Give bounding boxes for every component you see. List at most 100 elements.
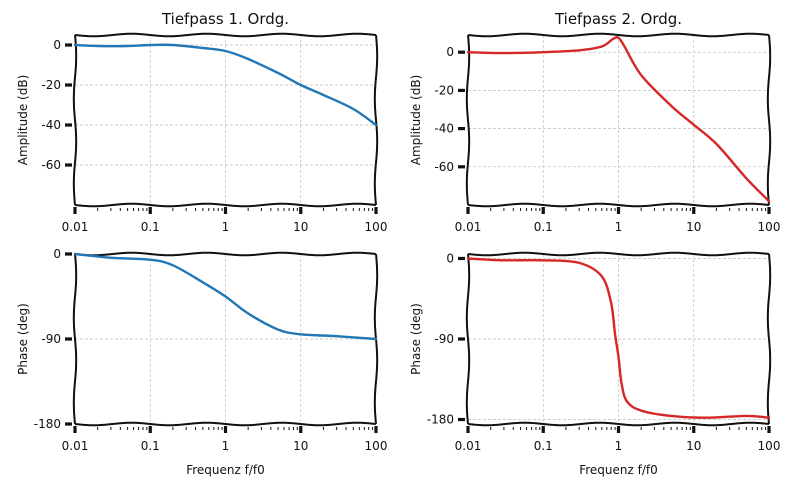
lowpass1-amplitude-y-major-tick [65,163,72,167]
lowpass1-phase-x-tick-label: 1 [222,439,230,453]
lowpass2-amplitude-x-tick-label: 0.1 [534,220,553,234]
lowpass2-amplitude-y-tick-label: -20 [434,83,454,97]
lowpass2-amplitude-panel: 0.01 0.1 1 10 100 0 -20 -40 -60 Tiefpass 2. Ordg.… [409,10,780,234]
lowpass2-amplitude-series-line [466,36,771,203]
lowpass2-phase-x-tick-label: 1 [615,439,623,453]
lowpass1-amplitude-y-tick-label: -40 [41,118,61,132]
lowpass2-amplitude-x-tick-label: 1 [615,220,623,234]
lowpass2-phase-y-major-tick [458,256,465,261]
lowpass1-phase-x-tick-label: 10 [293,439,308,453]
lowpass2-amplitude-y-tick-label: -40 [434,122,454,136]
lowpass1-amplitude-x-major-tick [73,207,77,214]
lowpass1-amplitude-x-major-tick [374,207,378,214]
lowpass1-phase-y-tick-label: 0 [53,247,61,261]
lowpass2-phase-series-line [466,257,771,419]
lowpass1-phase-x-tick-label: 100 [365,439,388,453]
lowpass1-amplitude-frame-left [72,34,78,206]
lowpass1-amplitude-frame-top [74,32,377,38]
lowpass1-amplitude-x-tick-label: 0.1 [141,220,160,234]
lowpass1-phase-x-major-tick [299,426,303,433]
lowpass2-amplitude-x-major-tick [466,207,470,214]
lowpass1-amplitude-x-tick-label: 10 [293,220,308,234]
lowpass1-amplitude-y-tick-label: -60 [41,158,61,172]
lowpass2-phase-y-axis-label: Phase (deg) [409,303,423,375]
lowpass1-phase-x-tick-label: 0.01 [62,439,89,453]
lowpass1-amplitude-x-tick-label: 0.01 [62,220,89,234]
lowpass1-phase-series-line [73,252,378,341]
lowpass1-phase-frame-left [72,253,78,425]
lowpass1-amplitude-frame-bottom [74,202,377,208]
lowpass2-amplitude-frame-bottom [467,202,770,208]
lowpass2-amplitude-frame-top [467,32,770,38]
lowpass1-amplitude-series-line [73,43,378,127]
lowpass2-phase-x-tick-label: 0.1 [534,439,553,453]
lowpass1-amplitude-y-tick-label: 0 [53,38,61,52]
lowpass1-phase-y-tick-label: -90 [41,332,61,346]
lowpass1-amplitude-x-tick-label: 100 [365,220,388,234]
lowpass2-phase-y-tick-label: -180 [427,413,454,427]
lowpass2-amplitude-y-axis-label: Amplitude (dB) [409,75,423,166]
lowpass1-amplitude-y-major-tick [65,83,72,87]
lowpass2-phase-y-tick-label: 0 [446,251,454,265]
lowpass1-phase-y-tick-label: -180 [34,417,61,431]
lowpass1-phase-y-axis-label: Phase (deg) [16,303,30,375]
lowpass1-phase-x-axis-label: Frequenz f/f0 [186,463,265,477]
lowpass2-amplitude-x-tick-label: 0.01 [455,220,482,234]
lowpass2-amplitude-x-major-tick [616,207,621,214]
lowpass2-amplitude-x-major-tick [541,207,545,214]
lowpass2-amplitude-y-major-tick [458,126,465,131]
lowpass2-phase-x-major-tick [541,426,545,433]
lowpass1-phase-y-major-tick [65,422,72,426]
lowpass1-phase-frame-top [74,251,377,257]
lowpass2-phase-frame-right [766,253,772,425]
lowpass1-amplitude-x-tick-label: 1 [222,220,230,234]
lowpass1-amplitude-x-major-tick [299,207,303,214]
lowpass1-phase-x-major-tick [148,426,152,433]
lowpass2-phase-frame-top [467,251,770,257]
lowpass1-phase-y-major-tick [65,252,72,256]
lowpass2-amplitude-x-tick-label: 100 [758,220,781,234]
lowpass2-phase-x-tick-label: 0.01 [455,439,482,453]
lowpass2-phase-frame-bottom [467,421,770,427]
lowpass1-amplitude-x-major-tick [148,207,152,214]
lowpass2-phase-x-tick-label: 100 [758,439,781,453]
lowpass2-phase-x-major-tick [767,426,771,433]
lowpass2-phase-y-major-tick [458,417,465,422]
lowpass1-phase-y-major-tick [65,337,72,341]
lowpass1-phase-x-major-tick [223,426,228,433]
lowpass2-phase-x-major-tick [616,426,621,433]
lowpass2-phase-x-major-tick [692,426,696,433]
lowpass2-amplitude-x-tick-label: 10 [686,220,701,234]
lowpass2-amplitude-x-major-tick [692,207,696,214]
lowpass2-phase-x-tick-label: 10 [686,439,701,453]
lowpass2-phase-y-tick-label: -90 [434,332,454,346]
lowpass2-phase-panel: 0.01 0.1 1 10 100 0 -90 -180 Phase (deg) Frequenz… [409,251,780,477]
lowpass1-amplitude-y-major-tick [65,43,72,47]
lowpass1-amplitude-x-major-tick [223,207,228,214]
lowpass1-amplitude-y-major-tick [65,123,72,127]
lowpass1-amplitude-title: Tiefpass 1. Ordg. [161,10,289,28]
lowpass1-amplitude-y-axis-label: Amplitude (dB) [16,75,30,166]
lowpass2-phase-frame-left [465,253,471,425]
lowpass1-phase-x-major-tick [73,426,77,433]
lowpass2-amplitude-y-tick-label: 0 [446,45,454,59]
lowpass2-phase-x-axis-label: Frequenz f/f0 [579,463,658,477]
lowpass2-amplitude-x-major-tick [767,207,771,214]
lowpass2-phase-x-major-tick [466,426,470,433]
lowpass2-phase-y-major-tick [458,337,465,341]
lowpass2-amplitude-y-major-tick [458,50,465,54]
lowpass2-amplitude-frame-left [465,34,471,206]
lowpass1-amplitude-frame-right [373,34,379,206]
lowpass1-amplitude-panel: 0.01 0.1 1 10 100 0 -20 -40 -60 Tiefpass 1. Ordg.… [16,10,387,234]
lowpass1-phase-x-tick-label: 0.1 [141,439,160,453]
lowpass2-amplitude-frame-right [766,34,772,206]
lowpass2-amplitude-y-tick-label: -60 [434,160,454,174]
lowpass1-phase-frame-bottom [74,421,377,427]
lowpass2-amplitude-title: Tiefpass 2. Ordg. [554,10,682,28]
lowpass2-amplitude-y-major-tick [458,165,465,169]
lowpass2-amplitude-y-major-tick [458,88,465,92]
lowpass1-phase-x-major-tick [374,426,378,433]
lowpass1-amplitude-y-tick-label: -20 [41,78,61,92]
lowpass1-phase-panel: 0.01 0.1 1 10 100 0 -90 -180 Phase (deg) Frequenz… [16,247,387,477]
